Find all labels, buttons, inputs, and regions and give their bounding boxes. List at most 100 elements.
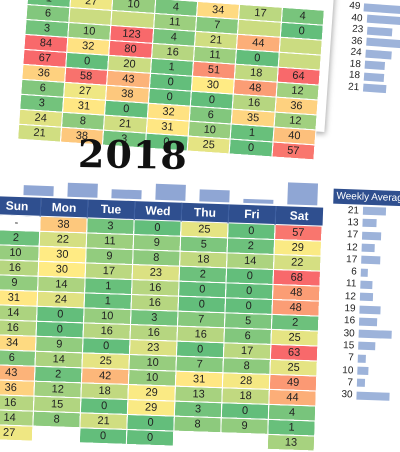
day-cell[interactable]: 0 bbox=[36, 321, 84, 338]
day-cell[interactable]: 25 bbox=[187, 136, 231, 154]
day-cell[interactable]: 34 bbox=[0, 334, 37, 352]
day-cell[interactable]: 57 bbox=[271, 141, 315, 160]
day-cell[interactable]: 49 bbox=[269, 374, 317, 392]
day-cell[interactable]: 29 bbox=[274, 239, 322, 257]
day-cell[interactable]: 12 bbox=[33, 381, 82, 398]
day-cell[interactable] bbox=[0, 31, 26, 50]
day-cell[interactable]: 31 bbox=[175, 371, 223, 388]
day-cell[interactable]: 63 bbox=[270, 344, 318, 362]
day-cell[interactable]: 0 bbox=[79, 427, 127, 445]
day-cell[interactable]: 0 bbox=[227, 222, 276, 240]
day-cell[interactable]: 8 bbox=[222, 357, 271, 375]
day-cell[interactable]: 14 bbox=[226, 252, 275, 270]
day-cell[interactable]: 17 bbox=[223, 342, 271, 360]
day-cell[interactable] bbox=[0, 46, 25, 65]
day-cell[interactable]: 57 bbox=[274, 224, 323, 242]
day-cell[interactable]: 9 bbox=[220, 417, 269, 435]
day-cell[interactable]: 11 bbox=[86, 232, 134, 250]
day-cell[interactable]: 8 bbox=[32, 411, 81, 428]
day-cell[interactable]: 2 bbox=[227, 237, 275, 255]
day-cell[interactable]: 10 bbox=[128, 369, 176, 387]
day-cell[interactable]: 22 bbox=[39, 231, 87, 248]
day-cell[interactable] bbox=[0, 76, 23, 95]
day-cell[interactable]: 10 bbox=[0, 244, 40, 262]
day-cell[interactable]: 9 bbox=[35, 336, 83, 353]
day-cell[interactable]: 9 bbox=[133, 234, 181, 252]
day-cell[interactable]: 24 bbox=[37, 291, 85, 308]
day-cell[interactable]: 0 bbox=[82, 337, 130, 355]
day-cell[interactable]: 0 bbox=[225, 282, 273, 300]
day-cell[interactable]: 25 bbox=[270, 329, 319, 347]
day-cell[interactable]: 2 bbox=[271, 314, 319, 332]
day-cell[interactable] bbox=[0, 1, 28, 20]
day-cell[interactable]: 0 bbox=[178, 281, 227, 298]
day-cell[interactable]: 16 bbox=[131, 279, 180, 297]
day-cell[interactable]: 18 bbox=[221, 387, 270, 405]
day-cell[interactable]: 48 bbox=[272, 284, 320, 302]
day-cell[interactable]: 5 bbox=[180, 236, 228, 253]
day-cell[interactable]: 0 bbox=[133, 219, 182, 237]
day-cell[interactable]: 14 bbox=[34, 351, 83, 368]
day-cell[interactable]: 0 bbox=[80, 397, 128, 415]
day-cell[interactable]: 43 bbox=[0, 364, 35, 382]
day-cell[interactable]: 7 bbox=[177, 311, 225, 328]
day-cell[interactable]: 2 bbox=[34, 366, 82, 383]
day-cell[interactable]: 16 bbox=[131, 294, 179, 312]
day-cell[interactable]: 21 bbox=[17, 124, 62, 143]
day-cell[interactable]: 16 bbox=[129, 324, 178, 342]
day-cell[interactable]: 9 bbox=[85, 247, 134, 265]
day-cell[interactable]: 0 bbox=[229, 138, 273, 157]
day-cell[interactable]: 29 bbox=[127, 384, 176, 402]
day-cell[interactable]: 16 bbox=[82, 322, 131, 340]
day-cell[interactable]: 14 bbox=[0, 304, 38, 322]
day-cell[interactable] bbox=[0, 91, 22, 110]
day-cell[interactable]: 16 bbox=[0, 259, 39, 277]
day-cell[interactable]: 30 bbox=[38, 246, 87, 263]
day-cell[interactable]: 28 bbox=[222, 372, 270, 390]
day-cell[interactable] bbox=[173, 431, 221, 448]
day-cell[interactable]: 3 bbox=[130, 309, 178, 327]
day-cell[interactable]: - bbox=[0, 214, 41, 232]
day-cell[interactable]: 2 bbox=[0, 229, 40, 247]
day-cell[interactable] bbox=[220, 432, 268, 450]
day-cell[interactable]: 29 bbox=[127, 399, 175, 417]
day-cell[interactable]: 1 bbox=[267, 419, 316, 436]
day-cell[interactable]: 27 bbox=[0, 424, 33, 442]
day-cell[interactable] bbox=[0, 121, 20, 140]
day-cell[interactable]: 6 bbox=[0, 349, 36, 367]
day-cell[interactable]: 1 bbox=[84, 277, 133, 295]
day-cell[interactable]: 6 bbox=[223, 327, 272, 345]
day-cell[interactable]: 31 bbox=[0, 289, 38, 307]
day-cell[interactable]: 36 bbox=[0, 379, 35, 397]
day-cell[interactable]: 68 bbox=[272, 269, 321, 287]
day-cell[interactable]: 7 bbox=[175, 356, 224, 373]
day-cell[interactable]: 3 bbox=[86, 217, 135, 235]
day-cell[interactable]: 38 bbox=[39, 216, 88, 233]
day-cell[interactable]: 0 bbox=[226, 267, 274, 285]
day-cell[interactable]: 16 bbox=[0, 394, 34, 412]
day-cell[interactable]: 0 bbox=[224, 297, 273, 315]
day-cell[interactable]: 13 bbox=[174, 386, 223, 403]
day-cell[interactable]: 21 bbox=[79, 412, 128, 430]
day-cell[interactable]: 10 bbox=[83, 307, 132, 325]
day-cell[interactable]: 9 bbox=[0, 274, 39, 292]
day-cell[interactable]: 25 bbox=[81, 352, 130, 370]
day-cell[interactable]: 14 bbox=[37, 276, 86, 293]
day-cell[interactable]: 4 bbox=[268, 404, 316, 421]
day-cell[interactable]: 18 bbox=[179, 251, 228, 268]
day-cell[interactable]: 23 bbox=[129, 339, 177, 357]
day-cell[interactable]: 15 bbox=[33, 396, 81, 413]
day-cell[interactable]: 23 bbox=[132, 264, 180, 282]
day-cell[interactable]: 0 bbox=[176, 341, 224, 358]
day-cell[interactable]: 17 bbox=[85, 262, 133, 280]
day-cell[interactable] bbox=[0, 16, 27, 35]
day-cell[interactable]: 25 bbox=[180, 221, 229, 238]
day-cell[interactable]: 16 bbox=[176, 326, 225, 343]
day-cell[interactable]: 10 bbox=[128, 354, 177, 372]
day-cell[interactable]: 22 bbox=[273, 254, 321, 272]
day-cell[interactable]: 25 bbox=[269, 359, 318, 377]
day-cell[interactable]: 0 bbox=[126, 414, 175, 432]
day-cell[interactable]: 14 bbox=[0, 409, 34, 427]
day-cell[interactable]: 8 bbox=[132, 249, 181, 267]
day-cell[interactable]: 1 bbox=[84, 292, 132, 310]
